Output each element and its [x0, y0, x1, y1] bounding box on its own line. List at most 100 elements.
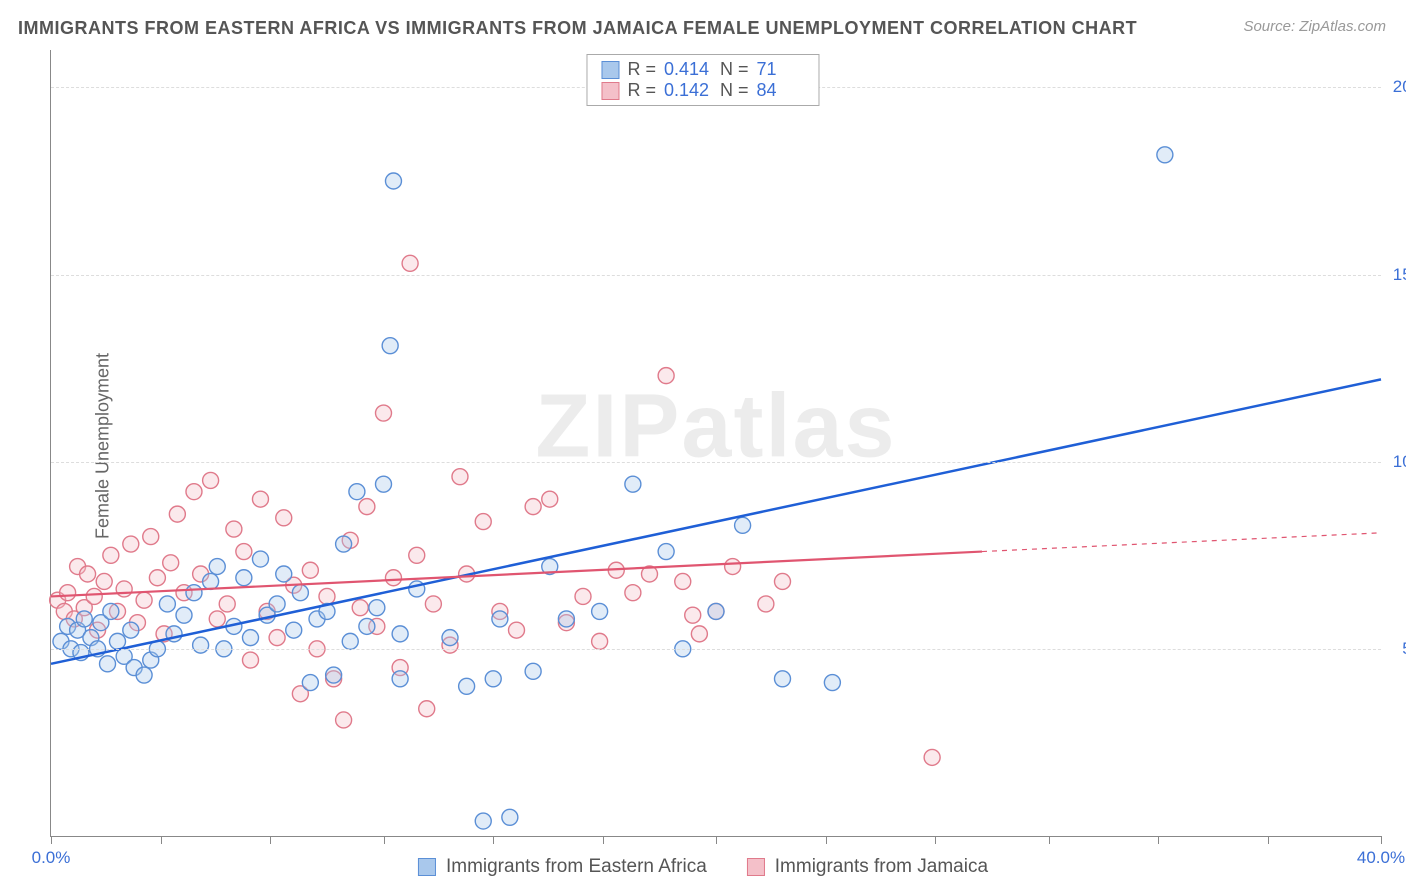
data-point [442, 630, 458, 646]
data-point [419, 701, 435, 717]
data-point [525, 499, 541, 515]
data-point [475, 514, 491, 530]
trend-line [51, 552, 982, 597]
data-point [76, 611, 92, 627]
data-point [376, 476, 392, 492]
data-point [176, 607, 192, 623]
correlation-legend-box: R = 0.414 N = 71 R = 0.142 N = 84 [586, 54, 819, 106]
data-point [236, 570, 252, 586]
data-point [193, 637, 209, 653]
data-point [186, 585, 202, 601]
xtick [51, 836, 52, 844]
data-point [492, 611, 508, 627]
legend-item: Immigrants from Jamaica [747, 856, 988, 878]
legend-swatch [601, 82, 619, 100]
ytick-label: 20.0% [1386, 77, 1406, 97]
data-point [385, 570, 401, 586]
data-point [392, 626, 408, 642]
data-point [269, 630, 285, 646]
legend-item: Immigrants from Eastern Africa [418, 856, 707, 878]
xtick [161, 836, 162, 844]
data-point [369, 600, 385, 616]
data-point [509, 622, 525, 638]
data-point [203, 573, 219, 589]
data-point [269, 596, 285, 612]
data-point [149, 570, 165, 586]
legend-swatch [418, 858, 436, 876]
xtick-label: 0.0% [32, 848, 71, 868]
trend-line [51, 379, 1381, 663]
data-point [276, 510, 292, 526]
data-point [143, 529, 159, 545]
data-point [86, 588, 102, 604]
data-point [203, 472, 219, 488]
gridline [51, 275, 1381, 276]
data-point [110, 633, 126, 649]
data-point [775, 573, 791, 589]
data-point [319, 588, 335, 604]
data-point [243, 630, 259, 646]
data-point [425, 596, 441, 612]
trend-line-extrapolated [982, 533, 1381, 552]
xtick [493, 836, 494, 844]
gridline [51, 462, 1381, 463]
data-point [96, 573, 112, 589]
data-point [758, 596, 774, 612]
data-point [136, 592, 152, 608]
data-point [103, 547, 119, 563]
data-point [236, 544, 252, 560]
r-value: 0.414 [664, 59, 712, 80]
data-point [592, 633, 608, 649]
data-point [123, 622, 139, 638]
data-point [252, 491, 268, 507]
n-value: 84 [757, 80, 805, 101]
correlation-row: R = 0.414 N = 71 [601, 59, 804, 80]
data-point [924, 749, 940, 765]
gridline [51, 649, 1381, 650]
data-point [60, 585, 76, 601]
data-point [186, 484, 202, 500]
data-point [658, 544, 674, 560]
xtick [1158, 836, 1159, 844]
data-point [452, 469, 468, 485]
correlation-row: R = 0.142 N = 84 [601, 80, 804, 101]
xtick [603, 836, 604, 844]
legend-swatch [747, 858, 765, 876]
data-point [502, 809, 518, 825]
data-point [226, 521, 242, 537]
data-point [725, 559, 741, 575]
data-point [459, 678, 475, 694]
xtick [270, 836, 271, 844]
series-legend: Immigrants from Eastern Africa Immigrant… [418, 856, 988, 878]
r-label: R = [627, 80, 656, 101]
data-point [409, 547, 425, 563]
data-point [80, 566, 96, 582]
data-point [286, 622, 302, 638]
xtick-label: 40.0% [1357, 848, 1405, 868]
data-point [685, 607, 701, 623]
data-point [352, 600, 368, 616]
n-label: N = [720, 59, 749, 80]
data-point [542, 491, 558, 507]
xtick [716, 836, 717, 844]
data-point [592, 603, 608, 619]
xtick [1268, 836, 1269, 844]
data-point [209, 559, 225, 575]
data-point [123, 536, 139, 552]
data-point [691, 626, 707, 642]
data-point [625, 585, 641, 601]
ytick-label: 15.0% [1386, 265, 1406, 285]
data-point [775, 671, 791, 687]
data-point [359, 618, 375, 634]
data-point [342, 633, 358, 649]
xtick [826, 836, 827, 844]
data-point [116, 581, 132, 597]
data-point [243, 652, 259, 668]
legend-swatch [601, 61, 619, 79]
plot-area: ZIPatlas 5.0%10.0%15.0%20.0%0.0%40.0% [50, 50, 1381, 837]
legend-label: Immigrants from Jamaica [775, 856, 988, 878]
xtick [1381, 836, 1382, 844]
xtick [384, 836, 385, 844]
data-point [336, 536, 352, 552]
xtick [1049, 836, 1050, 844]
